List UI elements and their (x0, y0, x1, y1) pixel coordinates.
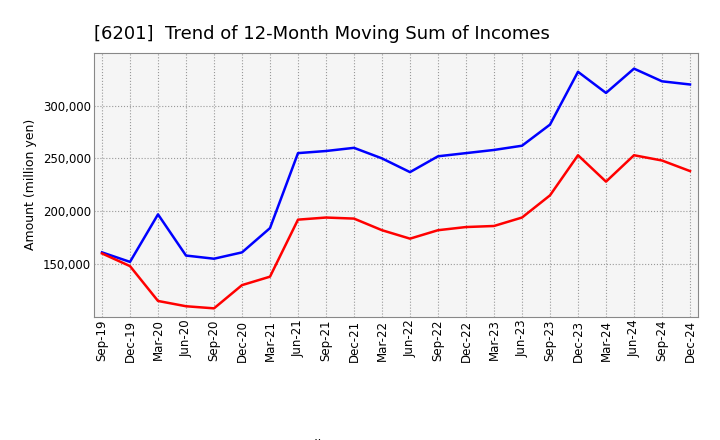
Ordinary Income (685, 82, 694, 87)
Line: Ordinary Income: Ordinary Income (102, 69, 690, 262)
Net Income (462, 224, 470, 230)
Ordinary Income (433, 154, 442, 159)
Ordinary Income (657, 79, 666, 84)
Net Income (602, 179, 611, 184)
Net Income (490, 224, 498, 229)
Ordinary Income (378, 156, 387, 161)
Ordinary Income (350, 145, 359, 150)
Net Income (378, 227, 387, 233)
Net Income (546, 193, 554, 198)
Net Income (210, 306, 218, 311)
Ordinary Income (574, 69, 582, 74)
Net Income (238, 282, 246, 288)
Net Income (518, 215, 526, 220)
Ordinary Income (153, 212, 162, 217)
Ordinary Income (294, 150, 302, 156)
Ordinary Income (602, 90, 611, 95)
Ordinary Income (490, 147, 498, 153)
Ordinary Income (266, 225, 274, 231)
Net Income (657, 158, 666, 163)
Ordinary Income (210, 256, 218, 261)
Ordinary Income (462, 150, 470, 156)
Ordinary Income (546, 122, 554, 127)
Ordinary Income (405, 169, 414, 175)
Text: [6201]  Trend of 12-Month Moving Sum of Incomes: [6201] Trend of 12-Month Moving Sum of I… (94, 25, 549, 43)
Net Income (630, 153, 639, 158)
Net Income (98, 251, 107, 256)
Net Income (405, 236, 414, 241)
Net Income (322, 215, 330, 220)
Line: Net Income: Net Income (102, 155, 690, 308)
Ordinary Income (518, 143, 526, 148)
Ordinary Income (630, 66, 639, 71)
Net Income (294, 217, 302, 222)
Ordinary Income (181, 253, 190, 258)
Net Income (685, 169, 694, 174)
Net Income (350, 216, 359, 221)
Ordinary Income (322, 148, 330, 154)
Ordinary Income (98, 250, 107, 255)
Net Income (153, 298, 162, 304)
Net Income (266, 274, 274, 279)
Y-axis label: Amount (million yen): Amount (million yen) (24, 119, 37, 250)
Net Income (126, 264, 135, 269)
Ordinary Income (126, 259, 135, 264)
Ordinary Income (238, 250, 246, 255)
Net Income (181, 304, 190, 309)
Legend: Ordinary Income, Net Income: Ordinary Income, Net Income (249, 434, 543, 440)
Net Income (574, 153, 582, 158)
Net Income (433, 227, 442, 233)
